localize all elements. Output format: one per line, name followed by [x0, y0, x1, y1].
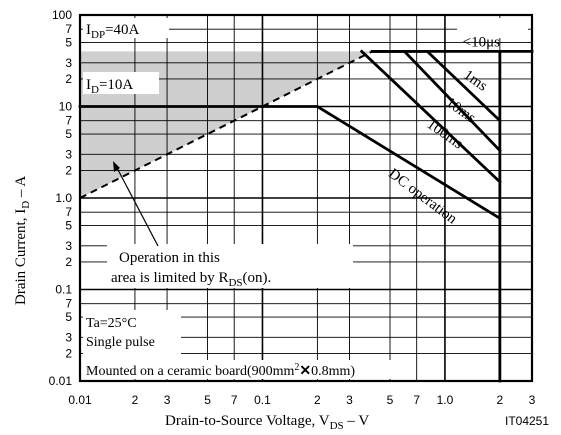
limit-arrow-head	[113, 161, 120, 172]
x-tick-label: 7	[413, 393, 420, 407]
id-box	[83, 72, 159, 94]
series-line-2	[370, 50, 502, 153]
series-line-3	[359, 49, 502, 184]
y-tick-label: 5	[65, 310, 72, 324]
x-tick-label: 7	[231, 393, 238, 407]
y-tick-label: 2	[65, 163, 72, 177]
x-tick-label: 3	[529, 393, 536, 407]
y-tick-label: 7	[65, 205, 72, 219]
y-tick-label: 5	[65, 36, 72, 50]
x-tick-label: 5	[204, 393, 211, 407]
limit-note-box	[107, 244, 353, 288]
x-tick-label: 5	[387, 393, 394, 407]
x-tick-label: 3	[346, 393, 353, 407]
curves	[78, 49, 534, 383]
y-tick-label: 0.01	[49, 374, 73, 388]
condition-pulse: Single pulse	[86, 335, 155, 350]
idp-box	[83, 18, 169, 38]
board-box	[83, 360, 393, 379]
y-axis-title: Drain Current, ID – A	[13, 176, 32, 305]
y-tick-label: 100	[52, 8, 72, 22]
y-tick-label: 3	[65, 147, 72, 161]
limit-arrow-line	[115, 165, 159, 247]
x-tick-label: 3	[164, 393, 171, 407]
x-tick-label: 1.0	[437, 393, 454, 407]
limit-note-line2: area is limited by RDS(on).	[111, 270, 271, 289]
series-label-1ms: 1ms	[460, 67, 490, 95]
y-tick-label: 1.0	[55, 191, 72, 205]
y-tick-label: 3	[65, 330, 72, 344]
y-tick-label: 7	[65, 22, 72, 36]
x-tick-label: 2	[314, 393, 321, 407]
y-tick-label: 2	[65, 255, 72, 269]
condition-ta: Ta=25°C	[86, 316, 137, 331]
y-tick-label: 5	[65, 127, 72, 141]
y-tick-label: 3	[65, 239, 72, 253]
y-tick-label: 10	[59, 100, 73, 114]
idp-label: IDP=40A	[86, 22, 140, 41]
y-tick-label: 7	[65, 114, 72, 128]
figure-code: IT04251	[505, 414, 549, 428]
series-line-4	[78, 105, 502, 221]
y-tick-label: 0.1	[55, 283, 72, 297]
y-tick-label: 3	[65, 56, 72, 70]
id-label: ID=10A	[86, 77, 133, 96]
conditions-box	[83, 310, 181, 360]
x-tick-label: 2	[132, 393, 139, 407]
rds-limit-line	[79, 50, 373, 199]
series-label-dc: DC operation	[385, 166, 460, 228]
x-tick-label: 2	[497, 393, 504, 407]
series-label-10us: <10μs	[463, 34, 501, 50]
x-axis-title: Drain-to-Source Voltage, VDS – V	[165, 413, 369, 432]
board-note: Mounted on a ceramic board(900mm2✕0.8mm)	[86, 362, 355, 379]
x-tick-label: 0.01	[68, 393, 92, 407]
pulse-width-box	[457, 18, 528, 38]
y-tick-label: 7	[65, 297, 72, 311]
x-tick-label: 0.1	[254, 393, 271, 407]
limit-note-line1: Operation in this	[119, 250, 220, 266]
y-tick-label: 5	[65, 219, 72, 233]
y-tick-label: 2	[65, 346, 72, 360]
y-tick-label: 2	[65, 72, 72, 86]
